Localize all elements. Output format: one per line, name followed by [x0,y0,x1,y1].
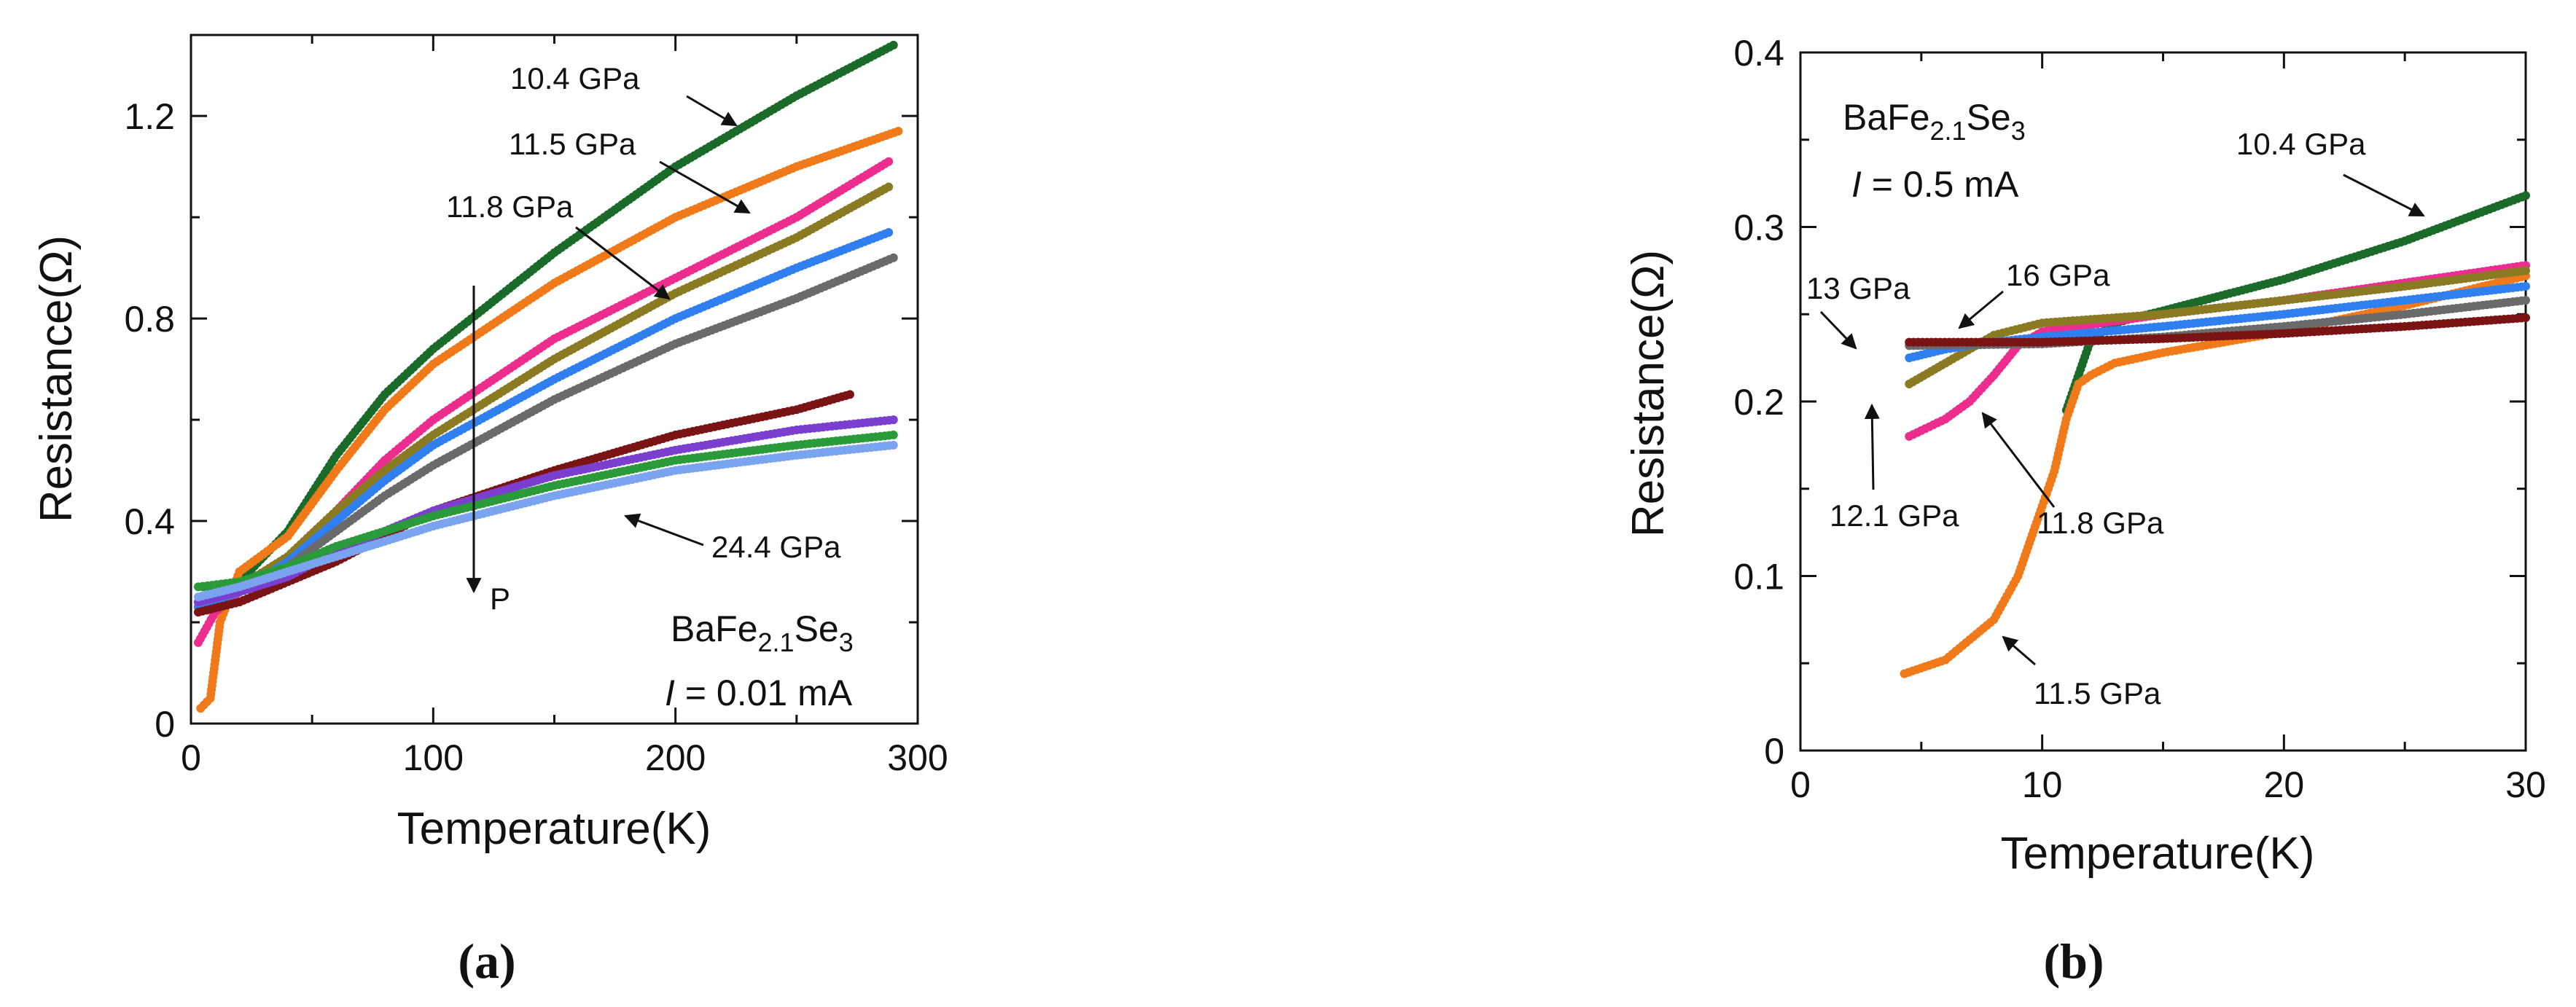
annotation-label: 10.4 GPa [510,61,640,95]
series-10-4-gpa [198,40,898,592]
annotation-arrow [1864,403,1880,490]
plot-frame [1799,51,2527,752]
x-tick-label: 20 [2264,764,2305,805]
y-axis-label: Resistance(Ω) [1623,250,1674,537]
series-24-4-gpa [193,440,898,602]
sample-formula: BaFe2.1Se3 [1843,97,2026,146]
annotation-arrow [575,226,671,300]
x-tick-label: 30 [2505,764,2546,805]
data-series [193,40,903,713]
tick-marks [1799,51,2527,752]
annotation-label: 11.5 GPa [509,127,636,161]
annotation-arrow [2343,173,2425,217]
formula-subscript: 3 [839,627,854,657]
y-tick-label: 1.2 [124,96,175,137]
annotation-label: 13 GPa [1806,271,1910,305]
annotation-label: 10.4 GPa [2236,127,2366,161]
y-tick-label: 0.4 [1733,33,1784,74]
annotation-label: 11.5 GPa [2034,676,2161,710]
annotation-arrow [624,513,704,546]
data-series [1900,191,2530,678]
formula-part: BaFe [1843,97,1930,138]
data-point [889,253,898,262]
current-label: I = 0.5 mA [1851,164,2019,205]
data-point [889,440,898,450]
y-tick-label: 0.8 [124,299,175,340]
x-tick-label: 300 [887,737,948,778]
y-tick-label: 0.3 [1733,208,1784,248]
annotation-arrow [659,160,751,214]
annotation-label: 24.4 GPa [711,530,841,564]
annotation-arrow [2002,635,2036,666]
tick-marks [190,35,919,725]
x-tick-label: 100 [403,737,464,778]
data-point [884,157,894,166]
y-tick-labels: 0 0.4 0.8 1.2 [124,96,175,745]
current-label: I = 0.01 mA [665,673,853,713]
current-symbol: I [1851,164,1862,205]
formula-subscript: 2.1 [758,627,795,657]
data-point [845,390,854,399]
annotation-arrow [686,95,738,127]
data-point [2521,296,2530,305]
x-tick-label: 10 [2022,764,2063,805]
series-11-8-gpa [1905,261,2530,441]
y-tick-label: 0 [155,704,175,745]
data-point [889,430,898,439]
series-11-8-gpa [193,157,894,647]
formula-subscript: 3 [2011,116,2026,146]
data-point [2521,266,2530,275]
x-axis-label: Temperature(K) [2001,828,2315,879]
x-tick-labels: 0 10 20 30 [1790,764,2546,805]
annotation-label: 11.8 GPa [2037,506,2164,540]
annotation-label: 12.1 GPa [1830,498,1959,533]
y-tick-label: 0.2 [1733,382,1784,423]
data-point [894,127,903,136]
current-symbol: I [665,673,675,713]
formula-subscript: 2.1 [1930,116,1967,146]
formula-part: BaFe [671,608,758,649]
x-tick-label: 0 [181,737,201,778]
series-18-gpa [1905,313,2530,347]
annotation-arrow [1819,310,1857,350]
x-tick-label: 0 [1790,764,1811,805]
current-value: = 0.5 mA [1862,164,2019,205]
annotation-label: 16 GPa [2006,258,2110,292]
annotation-label: 11.8 GPa [446,189,574,224]
series-16-gpa [193,253,898,607]
y-tick-label: 0.4 [124,501,175,542]
data-point [884,182,894,192]
chart-panel-b: 0 10 20 30 0 0.1 0.2 0.3 0.4 Temperature(K) Res… [1623,33,2546,989]
x-tick-labels: 0 100 200 300 [181,737,948,778]
data-point [2521,191,2530,200]
formula-part: Se [1967,97,2011,138]
data-point [889,415,898,425]
annotation-arrow [1981,412,2056,508]
annotation-arrow [1958,290,2004,329]
x-tick-label: 200 [645,737,706,778]
y-axis-label: Resistance(Ω) [31,235,82,522]
chart-panel-a: 0 100 200 300 0 0.4 0.8 1.2 Temperature(K) Res… [31,34,948,989]
y-tick-label: 0.1 [1733,557,1784,597]
pressure-arrow-label: P [490,581,510,616]
x-axis-label: Temperature(K) [397,804,711,854]
data-point [889,40,898,50]
formula-part: Se [795,608,839,649]
data-point [2521,313,2530,323]
data-point [2521,281,2530,291]
panel-caption: (b) [2043,933,2104,989]
y-tick-labels: 0 0.1 0.2 0.3 0.4 [1733,33,1784,772]
panel-caption: (a) [458,933,515,989]
y-tick-label: 0 [1764,731,1784,772]
current-value: = 0.01 mA [675,673,853,713]
data-point [884,227,894,237]
sample-formula: BaFe2.1Se3 [671,608,854,657]
